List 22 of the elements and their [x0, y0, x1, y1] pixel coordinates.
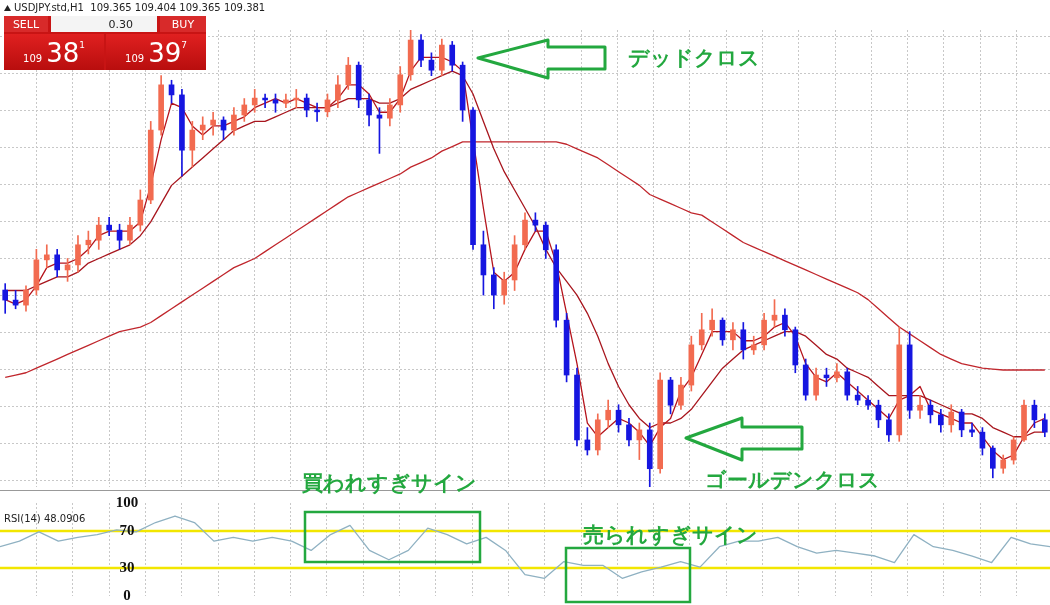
annotation: 109	[125, 53, 145, 64]
annotation: 1	[79, 40, 85, 50]
candlestick	[199, 116, 206, 141]
annotation: BUY	[160, 16, 206, 32]
y-tick-label: 0	[123, 586, 131, 603]
annotation: 0.30	[51, 16, 157, 32]
annotation: 買われすぎサイン	[302, 470, 477, 497]
annotation: SELL	[4, 16, 48, 32]
annotation: 7	[181, 40, 187, 50]
annotation: 39	[148, 38, 182, 68]
candlestick	[43, 244, 50, 268]
chart-title: USDJPY.std,H1 109.365 109.404 109.365 109.381	[14, 2, 266, 13]
candlestick	[917, 395, 923, 419]
annotation: ゴールデンクロス	[705, 467, 880, 494]
y-tick-label: 100	[115, 493, 139, 510]
candlestick	[106, 217, 112, 236]
candlestick	[210, 111, 216, 136]
annotation: デッドクロス	[628, 45, 760, 72]
text: RSI(14) 48.0906	[4, 513, 86, 524]
annotation: 38	[46, 38, 80, 68]
annotation: 109	[23, 53, 43, 64]
candlestick	[750, 335, 757, 355]
